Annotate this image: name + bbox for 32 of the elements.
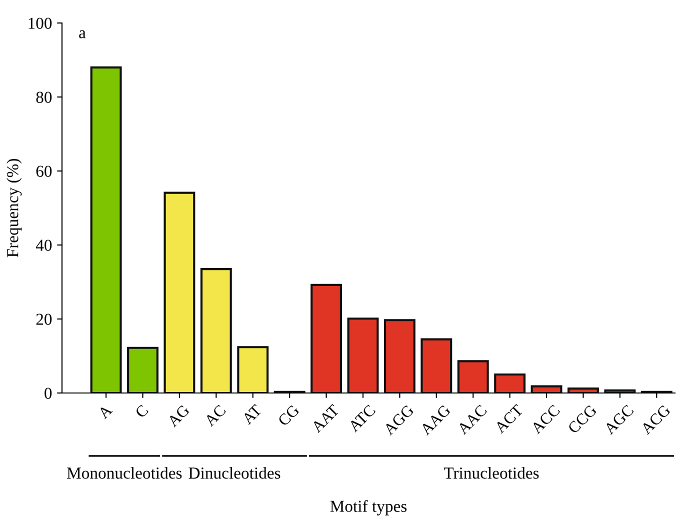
annotation: a: [79, 30, 86, 38]
text: Mononucleotides: [67, 467, 182, 479]
text: Trinucleotides: [444, 467, 539, 479]
x-axis-title: Motif types: [330, 500, 407, 516]
bar: [494, 373, 526, 393]
y-axis-title: Frequency (%): [6, 158, 22, 258]
x-tick-label: AT: [241, 404, 262, 425]
x-tick-label: C: [134, 404, 149, 418]
bar: [200, 268, 232, 393]
bar: [347, 318, 379, 393]
bar: [127, 346, 158, 393]
bar: [310, 284, 342, 393]
y-tick-label: 80: [36, 92, 52, 103]
bar: [420, 338, 452, 393]
y-tick-label: 0: [44, 388, 52, 399]
bar: [237, 346, 269, 393]
bar: [164, 192, 196, 393]
x-tick-label: AG: [166, 404, 190, 428]
y-tick-label: 60: [36, 166, 52, 177]
y-tick-label: 100: [28, 18, 52, 29]
bar: [90, 66, 122, 393]
y-tick-label: 40: [36, 240, 52, 251]
x-tick-label: CCG: [567, 404, 598, 434]
bar: [384, 319, 416, 393]
bar: [568, 388, 599, 393]
x-tick-label: CG: [277, 404, 300, 427]
x-tick-label: AC: [204, 404, 226, 427]
text: Dinucleotides: [188, 467, 280, 479]
bar: [530, 385, 562, 393]
bar: [457, 360, 489, 393]
x-tick-label: A: [97, 404, 113, 420]
y-tick-label: 20: [36, 314, 52, 325]
